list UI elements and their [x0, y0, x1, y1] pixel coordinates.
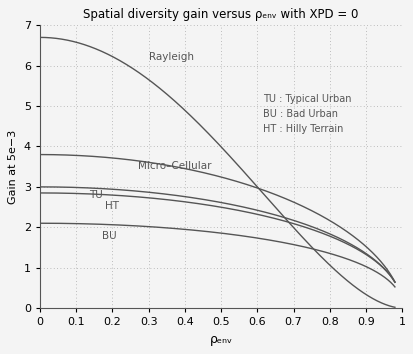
Y-axis label: Gain at 5e−3: Gain at 5e−3 — [8, 130, 18, 204]
Text: TU : Typical Urban
BU : Bad Urban
HT : Hilly Terrain: TU : Typical Urban BU : Bad Urban HT : H… — [262, 94, 350, 133]
Text: TU: TU — [89, 190, 102, 200]
Text: Rayleigh: Rayleigh — [148, 52, 193, 62]
Title: Spatial diversity gain versus ρₑₙᵥ with XPD = 0: Spatial diversity gain versus ρₑₙᵥ with … — [83, 8, 358, 21]
Text: BU: BU — [101, 230, 116, 241]
X-axis label: ρₑₙᵥ: ρₑₙᵥ — [209, 333, 232, 346]
Text: Micro–Cellular: Micro–Cellular — [138, 161, 211, 171]
Text: HT: HT — [105, 201, 119, 211]
